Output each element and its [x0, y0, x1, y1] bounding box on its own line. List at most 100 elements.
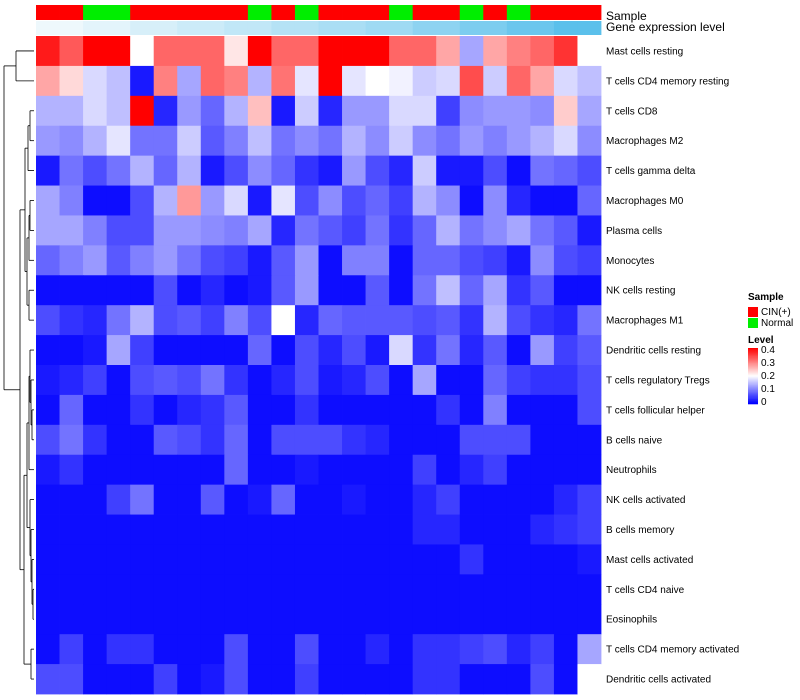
heatmap-cell: [59, 305, 84, 336]
sample-annotation-cell: [412, 5, 437, 20]
row-label: T cells CD4 naive: [606, 585, 685, 596]
heatmap-cell: [271, 365, 296, 396]
gene-level-cell: [247, 21, 272, 35]
heatmap-cell: [59, 365, 84, 396]
legend-gradient-step: [748, 388, 758, 391]
heatmap-cell: [36, 125, 60, 157]
heatmap-cell: [36, 65, 60, 97]
heatmap-cell: [83, 365, 108, 396]
heatmap-cell: [106, 365, 131, 396]
row-dendrogram: [3, 50, 34, 680]
heatmap-cell: [342, 484, 366, 515]
heatmap-cell: [342, 36, 366, 67]
heatmap-cell: [577, 335, 602, 366]
row-label: Macrophages M2: [606, 136, 684, 147]
heatmap-cell: [106, 95, 131, 127]
heatmap-cell: [177, 574, 202, 605]
row-label: NK cells activated: [606, 495, 685, 506]
legend-gradient-step: [748, 382, 758, 384]
heatmap-cell: [553, 305, 578, 336]
heatmap-cell: [271, 544, 296, 575]
heatmap-cell: [389, 484, 414, 515]
heatmap-cell: [153, 335, 178, 366]
heatmap-cell: [459, 664, 484, 695]
heatmap-cell: [318, 185, 343, 216]
heatmap-cell: [294, 664, 319, 695]
heatmap-cell: [153, 95, 178, 127]
gene-level-cell: [553, 21, 578, 35]
heatmap-cell: [459, 604, 484, 635]
heatmap-cell: [553, 574, 578, 605]
heatmap-cell: [412, 95, 437, 127]
heatmap-cell: [200, 125, 225, 157]
heatmap-cell: [342, 454, 366, 486]
heatmap-cell: [483, 604, 508, 635]
heatmap-cell: [389, 574, 414, 605]
heatmap-cell: [342, 65, 366, 97]
heatmap-cells: [36, 36, 602, 695]
legend-gradient-step: [748, 401, 758, 404]
heatmap-cell: [130, 664, 155, 695]
heatmap-cell: [200, 634, 225, 665]
legend: Sample CIN(+) Normal Level 0.4 0.3 0.2 0…: [748, 292, 793, 408]
sample-annotation-cell: [224, 5, 249, 20]
row-label: T cells CD4 memory activated: [606, 645, 739, 656]
heatmap-cell: [412, 514, 437, 545]
sample-annotation-cell: [553, 5, 578, 20]
sample-annotation-cell: [200, 5, 225, 20]
heatmap-cell: [436, 664, 461, 695]
heatmap-cell: [177, 155, 202, 186]
heatmap-cell: [412, 215, 437, 246]
heatmap-cell: [59, 454, 84, 486]
heatmap-cell: [342, 424, 366, 456]
heatmap-cell: [106, 394, 131, 426]
heatmap-cell: [36, 424, 60, 456]
row-label: T cells CD4 memory resting: [606, 76, 729, 87]
legend-gradient-step: [748, 397, 758, 399]
heatmap-cell: [247, 95, 272, 127]
legend-gradient-step: [748, 392, 758, 394]
sample-annotation-cell: [577, 5, 602, 20]
heatmap-cell: [483, 424, 508, 456]
heatmap-cell: [436, 454, 461, 486]
heatmap-cell: [412, 544, 437, 575]
legend-gradient-step: [748, 371, 758, 374]
gene-level-cell: [177, 21, 202, 35]
heatmap-cell: [177, 664, 202, 695]
legend-gradient-step: [748, 351, 758, 353]
heatmap-cell: [271, 484, 296, 515]
heatmap-cell: [436, 215, 461, 246]
heatmap-cell: [436, 335, 461, 366]
heatmap-cell: [83, 394, 108, 426]
heatmap-cell: [83, 544, 108, 575]
legend-gradient-step: [748, 354, 758, 356]
heatmap-cell: [294, 95, 319, 127]
heatmap-cell: [271, 305, 296, 336]
heatmap-cell: [247, 155, 272, 186]
heatmap-cell: [153, 544, 178, 575]
heatmap-cell: [412, 634, 437, 665]
heatmap-cell: [365, 664, 390, 695]
heatmap-cell: [59, 275, 84, 306]
heatmap-cell: [553, 185, 578, 216]
heatmap-cell: [506, 484, 531, 515]
legend-gradient-step: [748, 359, 758, 362]
heatmap-cell: [506, 215, 531, 246]
heatmap-cell: [318, 664, 343, 695]
heatmap-cell: [153, 394, 178, 426]
heatmap-cell: [553, 394, 578, 426]
legend-gradient-step: [748, 402, 758, 405]
heatmap-cell: [318, 394, 343, 426]
heatmap-cell: [36, 664, 60, 695]
row-label: B cells memory: [606, 525, 674, 536]
heatmap-cell: [247, 454, 272, 486]
heatmap-cell: [36, 185, 60, 216]
heatmap-cell: [436, 484, 461, 515]
heatmap-cell: [294, 65, 319, 97]
heatmap-cell: [247, 574, 272, 605]
heatmap-cell: [483, 484, 508, 515]
heatmap-cell: [459, 155, 484, 186]
heatmap-cell: [177, 245, 202, 276]
heatmap-cell: [483, 36, 508, 67]
heatmap-cell: [318, 514, 343, 545]
